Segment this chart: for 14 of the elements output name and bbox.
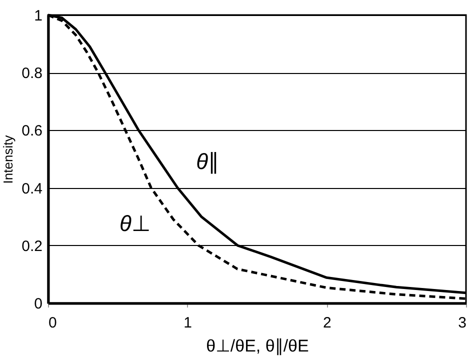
y-axis-title: Intensity: [0, 134, 16, 184]
series-label: θ∥: [196, 148, 220, 174]
x-tick-label: 3: [458, 314, 466, 332]
x-axis-title: θ⊥/θE, θ∥/θE: [206, 336, 309, 356]
x-tick-label: 0: [48, 314, 57, 332]
y-tick-label: 0.8: [22, 65, 42, 82]
series-label: θ⊥: [120, 210, 151, 236]
x-tick-label: 2: [322, 314, 332, 332]
y-tick-label: 1: [34, 8, 42, 24]
y-tick-label: 0.2: [22, 238, 42, 255]
y-tick-label: 0.6: [22, 122, 42, 140]
y-tick-label: 0: [34, 296, 42, 312]
x-tick-label: 1: [184, 314, 192, 332]
y-tick-label: 0.4: [22, 180, 42, 198]
